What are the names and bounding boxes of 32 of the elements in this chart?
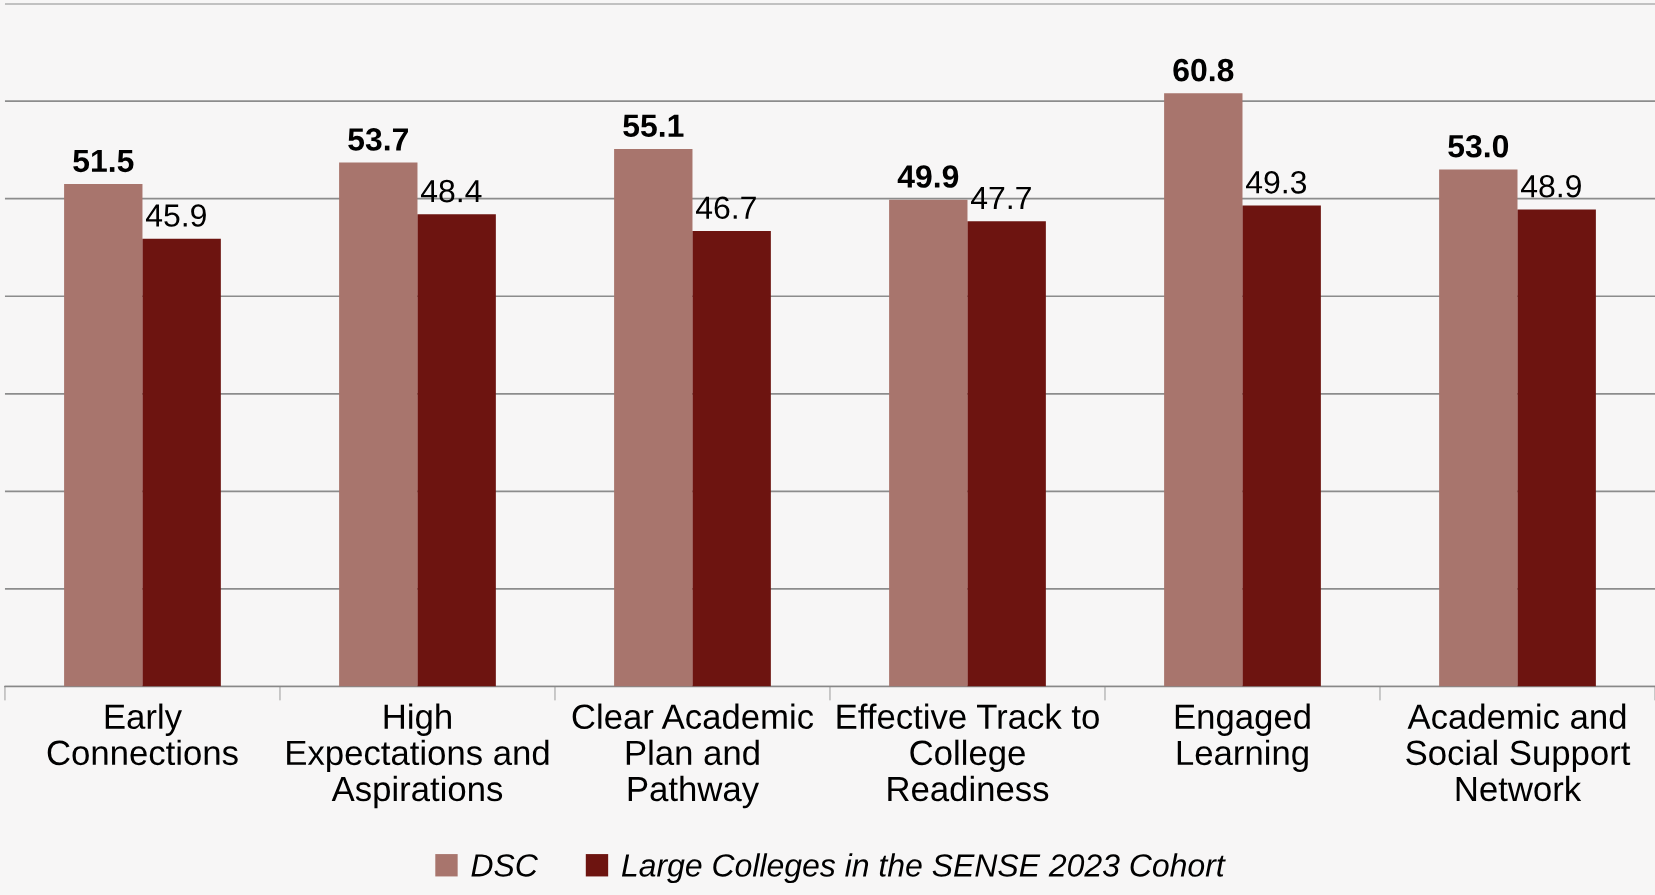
data-label: 55.1: [623, 114, 684, 138]
data-label: 51.5: [73, 149, 134, 173]
data-label: 53.0: [1448, 134, 1509, 158]
bar: [142, 238, 221, 687]
legend-label: DSC: [471, 854, 539, 877]
data-label: 47.7: [971, 186, 1031, 209]
legend-label: Large Colleges in the SENSE 2023 Cohort: [621, 853, 1226, 884]
x-tick-label: Clear Academic Plan and Pathway: [572, 703, 814, 809]
data-label: 48.4: [420, 179, 482, 203]
bar: [1439, 169, 1518, 687]
bar: [64, 184, 143, 687]
bar: [614, 148, 693, 687]
data-label: 49.3: [1246, 171, 1307, 194]
x-tick-label: Academic and Social Support Network: [1406, 703, 1631, 802]
bar: [1517, 209, 1596, 687]
x-tick-label: Early Connections: [47, 703, 238, 766]
bar: [1242, 205, 1321, 687]
data-label: 49.9: [897, 165, 959, 188]
x-tick-label: High Expectations and Aspirations: [287, 703, 549, 809]
bar: [339, 162, 418, 687]
bar: [889, 199, 968, 687]
bar: [1164, 93, 1243, 687]
bar: [417, 214, 496, 687]
data-label: 45.9: [145, 204, 206, 227]
bar: [967, 221, 1046, 687]
data-label: 48.9: [1521, 174, 1581, 198]
bar: [692, 230, 771, 687]
data-label: 53.7: [348, 128, 408, 151]
x-tick-label: Engaged Learning: [1175, 703, 1310, 773]
data-label: 60.8: [1173, 58, 1234, 82]
x-tick-label: Effective Track to College Readiness: [837, 703, 1099, 802]
data-label: 46.7: [695, 196, 756, 220]
